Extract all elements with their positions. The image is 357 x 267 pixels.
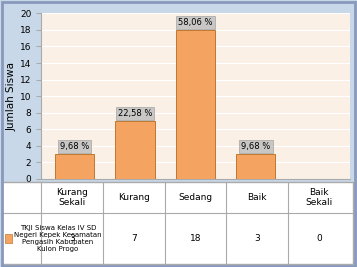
Text: Baik: Baik (247, 193, 267, 202)
Text: 9,68 %: 9,68 % (241, 142, 271, 151)
Text: Kurang: Kurang (118, 193, 150, 202)
Text: Sedang: Sedang (178, 193, 212, 202)
Text: 7: 7 (131, 234, 137, 243)
Text: 18: 18 (190, 234, 201, 243)
Text: 3: 3 (254, 234, 260, 243)
Bar (5, 234, 12, 243)
Text: 3: 3 (69, 234, 75, 243)
Bar (176, 30, 215, 179)
Bar (115, 121, 155, 179)
Text: 0: 0 (316, 234, 322, 243)
Bar (55, 154, 94, 179)
Y-axis label: Jumlah Siswa: Jumlah Siswa (7, 62, 17, 131)
Bar (236, 154, 276, 179)
Text: 22,58 %: 22,58 % (118, 109, 152, 118)
Text: TKJI Siswa Kelas IV SD
Negeri Kepek Kecamatan
Pengasih Kabupaten
Kulon Progo: TKJI Siswa Kelas IV SD Negeri Kepek Keca… (14, 225, 102, 252)
Text: Kurang
Sekali: Kurang Sekali (56, 188, 88, 207)
Text: 9,68 %: 9,68 % (60, 142, 89, 151)
Text: Baik
Sekali: Baik Sekali (305, 188, 333, 207)
Text: 58,06 %: 58,06 % (178, 18, 213, 27)
